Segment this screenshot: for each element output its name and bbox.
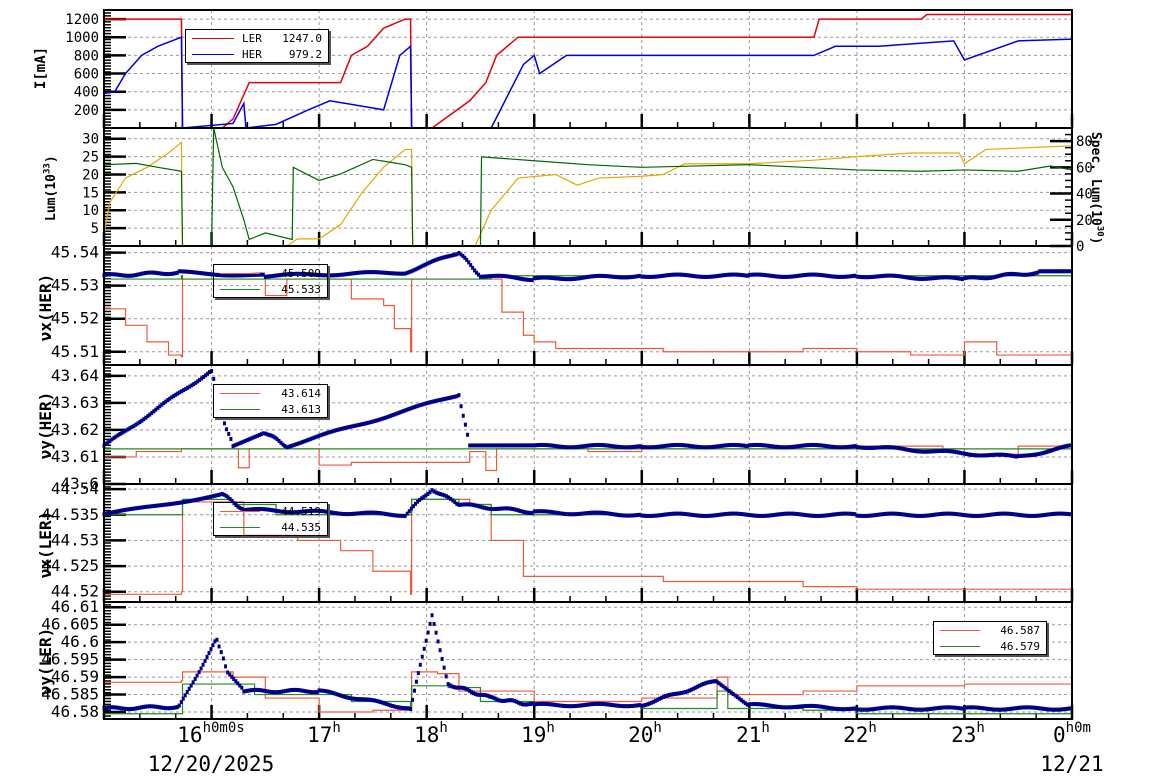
svg-text:40: 40	[1076, 187, 1093, 203]
svg-text:44.52: 44.52	[51, 582, 99, 601]
svg-text:46.585: 46.585	[41, 685, 99, 704]
xtick-22h: 22h	[843, 720, 877, 747]
svg-text:20: 20	[1076, 213, 1093, 229]
legend-nux-her: 45.509 45.533	[213, 264, 328, 298]
xtick-17h: 17h	[307, 720, 341, 747]
legend-nuy-ler: 46.587 46.579	[933, 621, 1047, 655]
ylabel-nux-ler: νx(LER)	[36, 510, 56, 579]
svg-text:60: 60	[1076, 160, 1093, 176]
legend-current: LER 1247.0 HER 979.2	[185, 29, 329, 63]
svg-text:44.525: 44.525	[41, 556, 99, 575]
svg-text:20: 20	[82, 167, 99, 183]
svg-text:46.61: 46.61	[51, 597, 99, 616]
ylabel-nuy-ler: νy(LER)	[36, 627, 56, 696]
panel-nuy-her: 43.6 43.61 43.62 43.63 43.64	[51, 364, 1074, 493]
xtick-18h: 18h	[414, 720, 448, 747]
legend-item-her: HER 979.2	[186, 46, 328, 62]
ylabel-nux-her: νx(HER)	[36, 273, 56, 342]
svg-text:43.63: 43.63	[51, 393, 99, 412]
xtick-19h: 19h	[521, 720, 555, 747]
date-start: 12/20/2025	[147, 752, 275, 776]
svg-text:400: 400	[74, 85, 99, 101]
panel-nux-ler: 44.52 44.525 44.53 44.535 44.54	[41, 479, 1074, 603]
svg-text:5: 5	[91, 221, 99, 237]
svg-text:600: 600	[74, 67, 99, 83]
svg-text:45.51: 45.51	[51, 342, 99, 361]
xtick-0h: 0h0m	[1053, 720, 1091, 747]
xtick-16h: 16h0m0s	[177, 720, 245, 747]
date-end: 12/21	[1040, 752, 1104, 776]
svg-text:43.62: 43.62	[51, 420, 99, 439]
panel-beam-current: 200 400 600 800 1000 1200	[65, 9, 1074, 129]
svg-text:43.6: 43.6	[60, 474, 99, 493]
svg-text:45.53: 45.53	[51, 276, 99, 295]
legend-item-ler: LER 1247.0	[186, 30, 328, 46]
svg-text:1200: 1200	[65, 12, 99, 28]
svg-text:43.64: 43.64	[51, 366, 99, 385]
svg-text:1000: 1000	[65, 30, 99, 46]
ylabel-lum: Lum(1033)	[42, 155, 59, 221]
svg-text:25: 25	[82, 150, 99, 166]
panel-nux-her: 45.51 45.52 45.53 45.54	[51, 243, 1074, 366]
ylabel-current: I[mA]	[33, 46, 50, 90]
xtick-23h: 23h	[951, 720, 985, 747]
svg-text:10: 10	[82, 203, 99, 219]
svg-text:46.58: 46.58	[51, 702, 99, 721]
svg-text:44.53: 44.53	[51, 530, 99, 549]
svg-text:80: 80	[1076, 134, 1093, 150]
legend-nux-ler: 44.519 44.535	[213, 502, 328, 536]
svg-text:30: 30	[82, 132, 99, 148]
svg-text:45.52: 45.52	[51, 309, 99, 328]
legend-nuy-her: 43.614 43.613	[213, 384, 328, 418]
svg-text:46.595: 46.595	[41, 650, 99, 669]
svg-text:46.59: 46.59	[51, 667, 99, 686]
svg-text:44.535: 44.535	[41, 505, 99, 524]
svg-text:43.61: 43.61	[51, 447, 99, 466]
xtick-20h: 20h	[628, 720, 662, 747]
svg-text:800: 800	[74, 48, 99, 64]
svg-text:46.6: 46.6	[60, 632, 99, 651]
svg-text:15: 15	[82, 185, 99, 201]
svg-text:46.605: 46.605	[41, 615, 99, 634]
ylabel-spec-lum: Spec. Lum(1030)	[1088, 131, 1105, 245]
svg-text:45.54: 45.54	[51, 243, 99, 262]
svg-text:200: 200	[74, 103, 99, 119]
svg-text:44.54: 44.54	[51, 479, 99, 498]
xtick-21h: 21h	[736, 720, 770, 747]
svg-text:0: 0	[1076, 239, 1084, 255]
ylabel-nuy-her: νy(HER)	[36, 391, 56, 460]
